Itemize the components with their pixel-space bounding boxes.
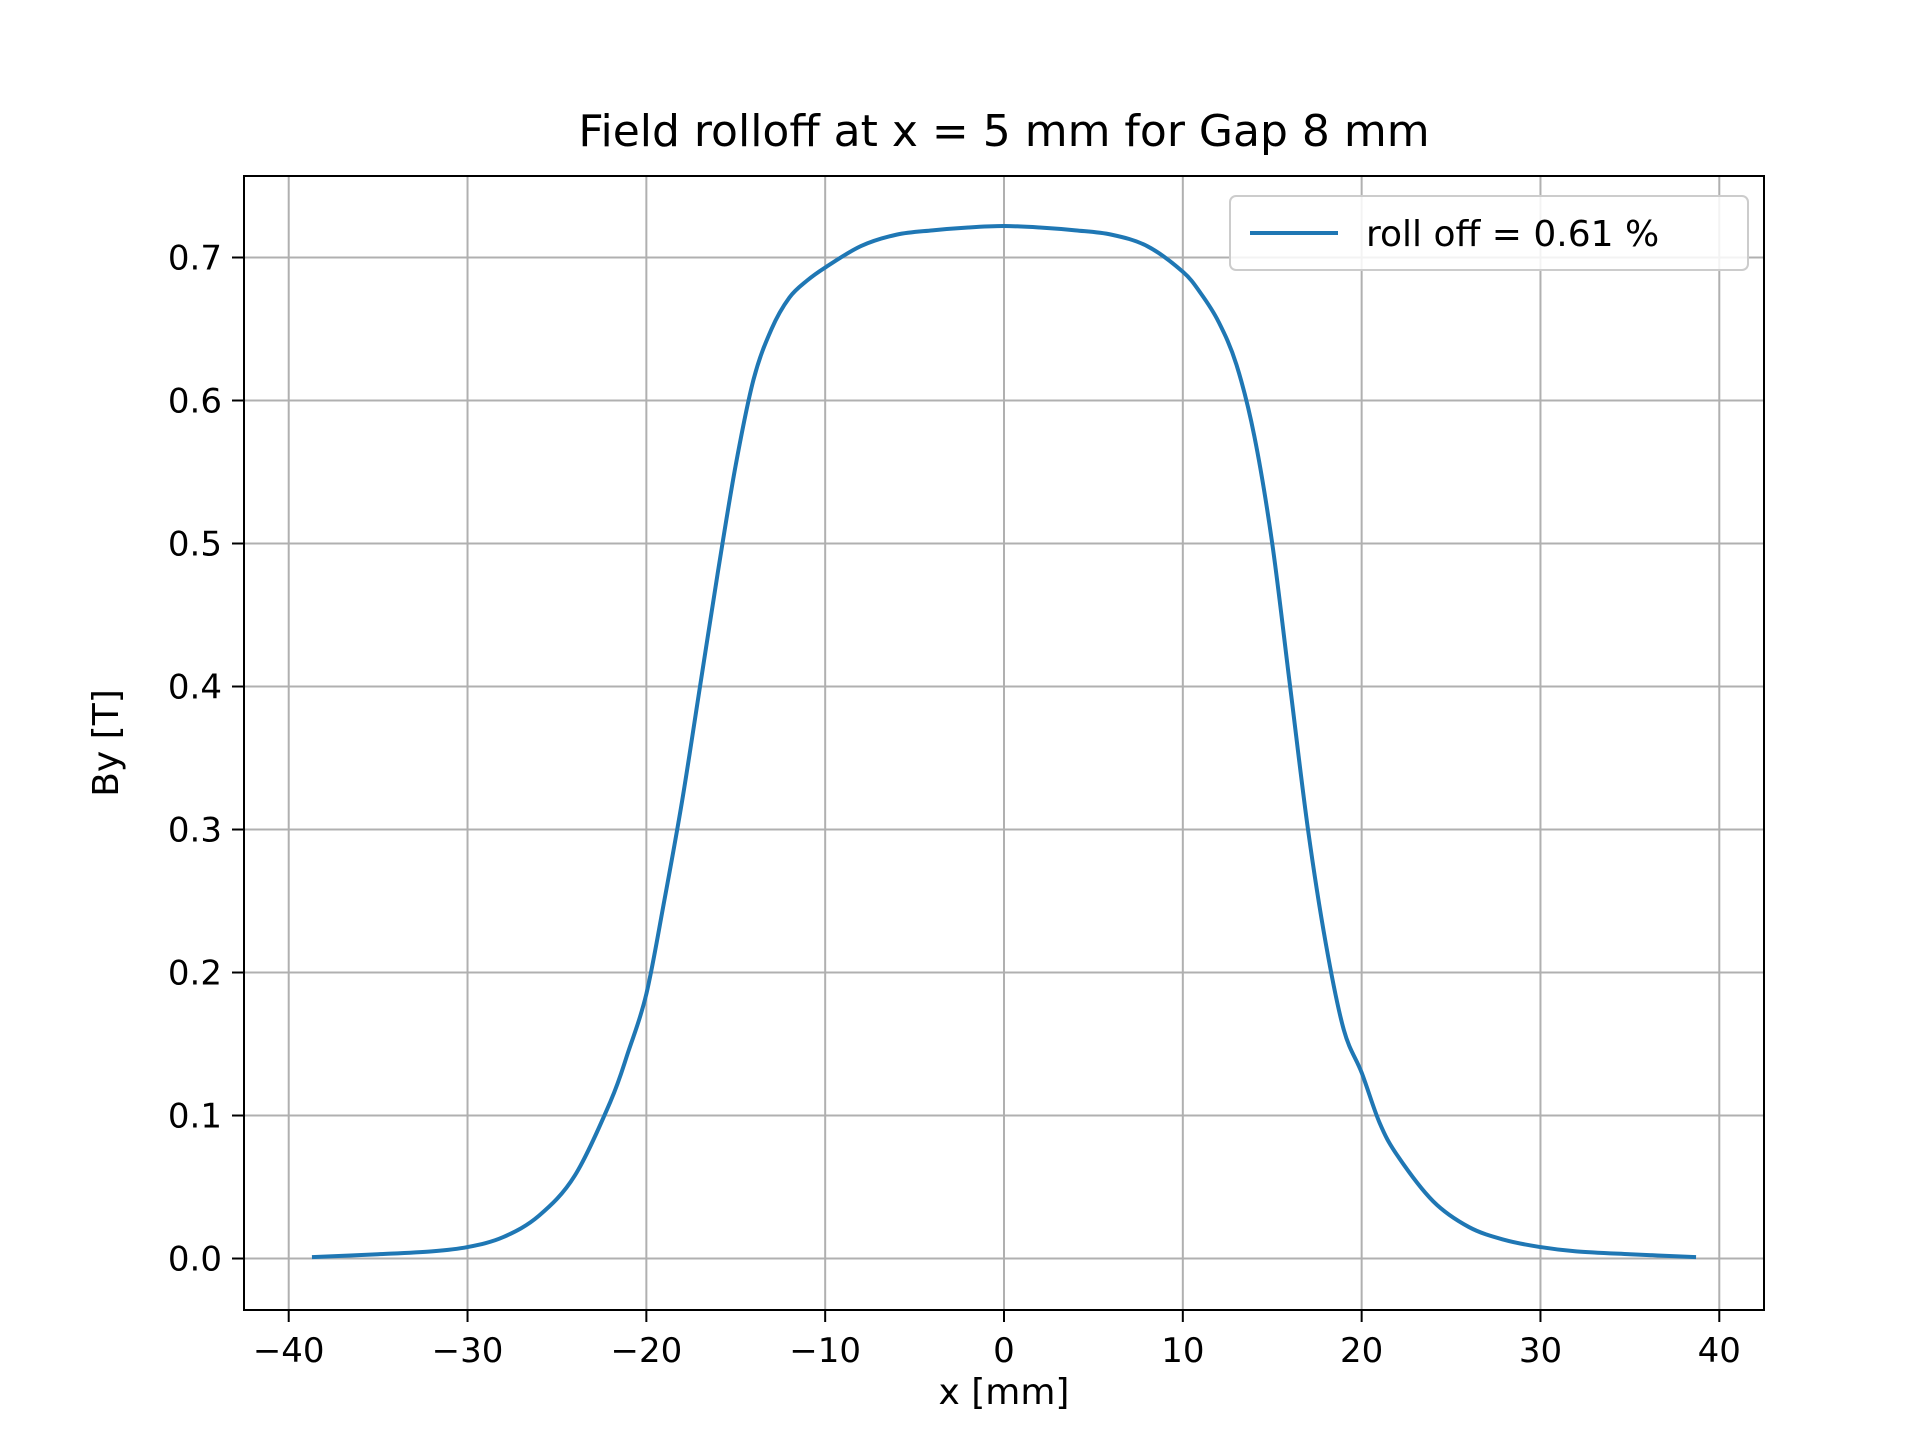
- x-tick-label: 20: [1340, 1331, 1383, 1371]
- series-layer: [311, 224, 1697, 1260]
- y-tick-label: 0.6: [168, 382, 222, 422]
- x-axis-label: x [mm]: [939, 1372, 1070, 1413]
- grid: [244, 176, 1764, 1310]
- x-tick-label: 30: [1519, 1331, 1562, 1371]
- y-tick-label: 0.4: [168, 668, 222, 708]
- legend: roll off = 0.61 %: [1229, 195, 1749, 271]
- x-tick-label: −10: [789, 1331, 861, 1371]
- chart-title: Field rolloff at x = 5 mm for Gap 8 mm: [578, 106, 1429, 157]
- x-tick-label: 0: [993, 1331, 1015, 1371]
- y-tick-label: 0.1: [168, 1097, 222, 1137]
- y-tick-label: 0.5: [168, 525, 222, 565]
- x-tick-label: −30: [432, 1331, 504, 1371]
- x-tick-label: −20: [610, 1331, 682, 1371]
- y-tick-label: 0.7: [168, 239, 222, 279]
- x-tick-label: 10: [1161, 1331, 1204, 1371]
- series-line: [311, 224, 1697, 1260]
- x-tick-label: 40: [1698, 1331, 1741, 1371]
- y-tick-label: 0.3: [168, 811, 222, 851]
- y-tick-label: 0.2: [168, 954, 222, 994]
- legend-box: [1229, 195, 1749, 271]
- y-tick-label: 0.0: [168, 1240, 222, 1280]
- ticks: −40 −30 −20 −10 0 10 20 30 40 0.0 0.1 0.2 0.3 0.4 0.5 0…: [168, 239, 1741, 1371]
- x-tick-label: −40: [253, 1331, 325, 1371]
- y-axis-label: By [T]: [86, 689, 127, 797]
- legend-entry: roll off = 0.61 %: [1366, 214, 1659, 255]
